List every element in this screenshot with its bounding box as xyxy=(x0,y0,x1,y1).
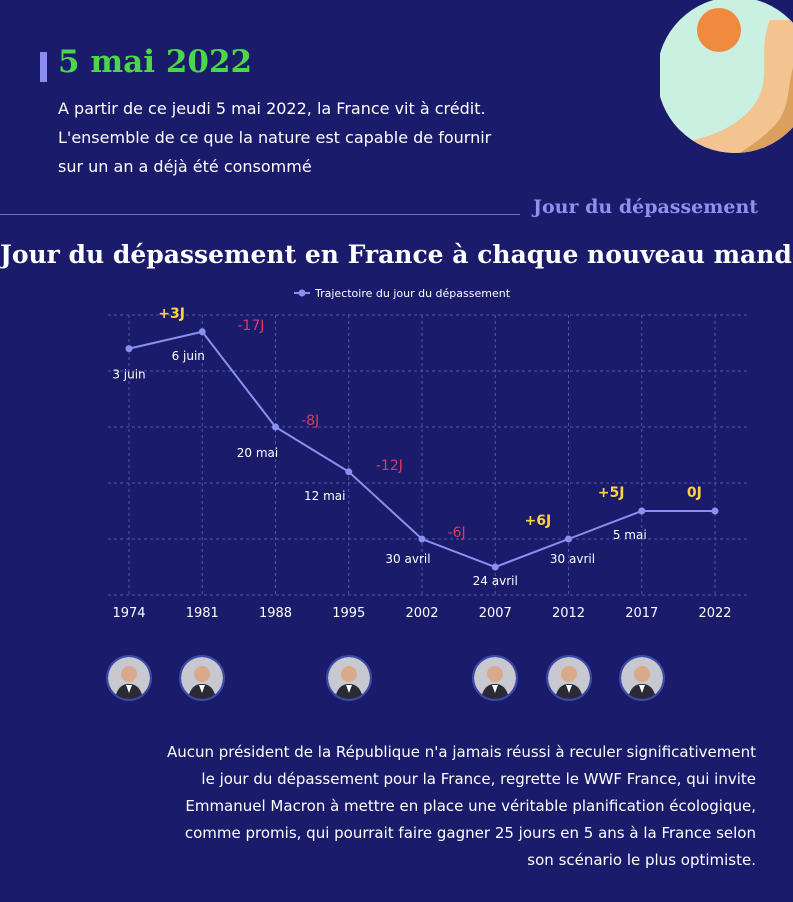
president-portrait-icon xyxy=(472,655,519,701)
data-label: 24 avril xyxy=(473,574,518,588)
x-tick-label: 2017 xyxy=(625,606,658,621)
data-point xyxy=(345,468,353,476)
x-tick-label: 2002 xyxy=(405,606,438,621)
data-label: 3 juin xyxy=(112,368,145,382)
data-point xyxy=(125,345,133,353)
change-label: -12J xyxy=(376,458,403,474)
decorative-landscape-icon xyxy=(660,0,793,153)
section-label: Jour du dépassement xyxy=(533,196,759,218)
change-label: +6J xyxy=(525,513,552,529)
section-divider xyxy=(0,214,520,215)
change-label: -6J xyxy=(448,525,466,541)
data-point xyxy=(565,535,572,543)
legend-label: Trajectoire du jour du dépassement xyxy=(314,287,511,300)
x-tick-label: 1974 xyxy=(112,606,145,621)
data-point xyxy=(638,507,646,515)
x-tick-label: 1995 xyxy=(332,606,365,621)
data-label: 30 avril xyxy=(385,552,430,566)
data-label: 6 juin xyxy=(172,349,205,363)
change-label: -17J xyxy=(237,318,264,334)
president-portrait-icon xyxy=(325,655,372,701)
data-label: 5 mai xyxy=(613,528,647,542)
change-label: 0J xyxy=(687,485,702,501)
x-tick-label: 2022 xyxy=(698,606,731,621)
x-tick-label: 2007 xyxy=(479,606,512,621)
data-point xyxy=(198,328,206,336)
data-label: 12 mai xyxy=(304,489,345,503)
president-portrait-icon xyxy=(106,655,152,701)
x-tick-label: 1988 xyxy=(259,606,292,621)
intro-text: A partir de ce jeudi 5 mai 2022, la Fran… xyxy=(58,99,492,176)
president-portrait-icon xyxy=(618,655,665,701)
x-tick-label: 1981 xyxy=(186,606,219,621)
data-label: 30 avril xyxy=(550,552,595,566)
data-label: 20 mai xyxy=(237,446,278,460)
president-portrait-icon xyxy=(545,655,592,701)
data-point xyxy=(491,563,499,571)
data-point xyxy=(418,535,426,543)
footer-text: Aucun président de la République n'a jam… xyxy=(166,743,756,869)
chart-title: Jour du dépassement en France à chaque n… xyxy=(0,240,793,269)
date-title: 5 mai 2022 xyxy=(58,44,253,80)
x-tick-label: 2012 xyxy=(552,606,585,621)
change-label: +5J xyxy=(598,485,625,501)
overshoot-line-chart: Trajectoire du jour du dépassement 3 juin… xyxy=(108,287,750,621)
data-point xyxy=(272,423,279,431)
change-label: +3J xyxy=(158,306,185,322)
change-label: -8J xyxy=(301,413,319,429)
data-point xyxy=(711,507,719,515)
legend-marker xyxy=(298,289,306,297)
president-portrait-icon xyxy=(179,655,226,701)
title-accent-bar xyxy=(40,52,47,82)
